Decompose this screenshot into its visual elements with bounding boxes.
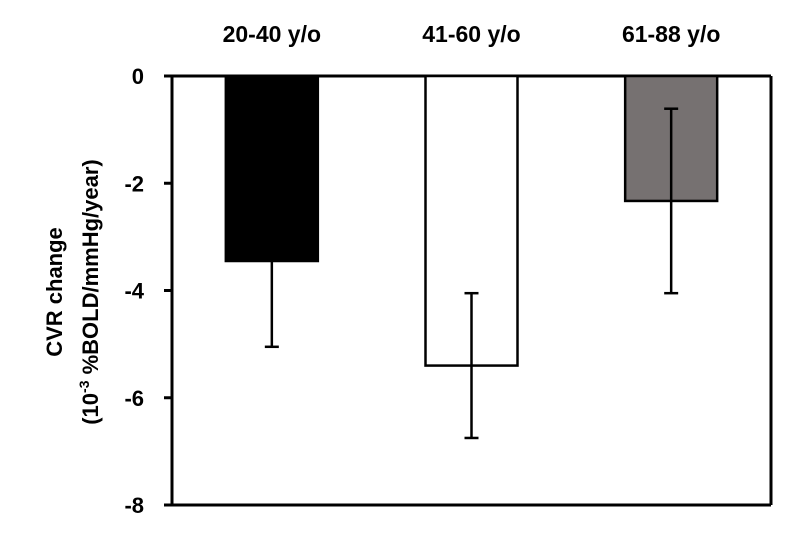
y-axis-title-exponent: -3 xyxy=(76,380,92,393)
y-tick-label: 0 xyxy=(132,64,144,89)
error-bars xyxy=(264,107,679,440)
y-tick-label: -2 xyxy=(124,171,144,196)
category-label-1: 20-40 y/o xyxy=(223,21,321,47)
category-label-3: 61-88 y/o xyxy=(622,21,720,47)
category-label-2: 41-60 y/o xyxy=(422,21,520,47)
y-axis-title-line1: CVR change xyxy=(42,227,67,357)
category-labels: 20-40 y/o 41-60 y/o 61-88 y/o xyxy=(223,21,721,47)
y-axis-title-prefix: (10 xyxy=(78,393,103,425)
y-tick-label: -4 xyxy=(124,279,144,304)
y-tick-label: -6 xyxy=(124,386,144,411)
y-axis-title-line2: (10-3 %BOLD/mmHg/year) xyxy=(76,159,103,425)
y-tick-label: -8 xyxy=(124,493,144,518)
y-ticks: 0 -2 -4 -6 -8 xyxy=(124,64,172,518)
y-axis-title-suffix: %BOLD/mmHg/year) xyxy=(78,159,103,380)
